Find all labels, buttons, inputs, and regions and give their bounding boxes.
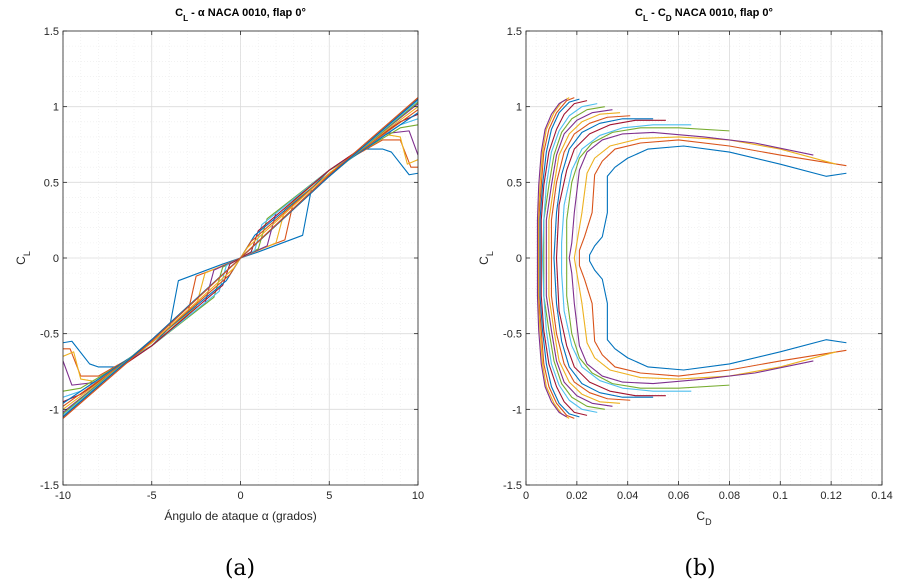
x-axis-label: CD [696, 509, 712, 527]
text-part-main: C [477, 256, 491, 265]
chart-panel-cl_alpha: -10 -5 0 5 10-1.5-1-0.500.511.5CL - α NACA 0… [14, 7, 424, 581]
text-part-sub: L [183, 14, 188, 23]
series-line-15 [63, 97, 418, 419]
y-axis-label: CL [14, 251, 32, 265]
x-axis-label: Ángulo de ataque α (grados) [164, 508, 316, 523]
x-ticks: 0 0.02 0.04 0.06 0.08 0.1 0.12 0.14 [523, 31, 893, 502]
series-line-12 [541, 103, 598, 413]
series-line-5 [561, 124, 692, 392]
x-tick-label: 0.06 [668, 490, 689, 502]
series-line-11 [543, 106, 605, 410]
text-part-sub: L [485, 251, 495, 256]
y-tick-label: -1.5 [40, 480, 59, 492]
x-ticks: -10 -5 0 5 10 [55, 31, 424, 502]
y-tick-label: 1.5 [44, 26, 59, 38]
text-part-main: C [696, 509, 705, 523]
x-tick-label: 5 [326, 490, 332, 502]
panel-caption: (b) [684, 556, 715, 581]
series-line-16 [537, 97, 570, 419]
y-tick-label: -1.5 [503, 480, 522, 492]
series-line-13 [540, 100, 588, 416]
series-line-14 [539, 98, 580, 418]
y-ticks: -1.5 -1 -0.5 0 0.5 1 1.5 [503, 26, 882, 492]
panels: -10 -5 0 5 10-1.5-1-0.500.511.5CL - α NACA 0… [14, 7, 893, 581]
y-tick-label: -0.5 [40, 329, 59, 341]
series-line-2 [573, 136, 837, 380]
y-tick-label: 0.5 [44, 177, 59, 189]
x-tick-label: -5 [147, 490, 157, 502]
x-tick-label: 0.1 [773, 490, 788, 502]
text-part-rest: - α NACA 0010, flap 0° [188, 7, 306, 19]
text-part-rest: NACA 0010, flap 0° [672, 7, 773, 19]
series-line-10 [545, 109, 613, 407]
series-line-3 [568, 131, 814, 385]
series-line-1 [578, 139, 847, 377]
series-line-8 [550, 115, 631, 401]
panel-caption: (a) [225, 556, 255, 581]
chart-title: CL - α NACA 0010, flap 0° [175, 7, 306, 23]
text-part-mid: - C [648, 7, 666, 19]
x-tick-label: 0 [523, 490, 529, 502]
series-line-17 [536, 98, 567, 418]
x-tick-label: 0.08 [719, 490, 740, 502]
chart-title: CL - CD NACA 0010, flap 0° [635, 7, 773, 23]
y-tick-label: 0 [53, 253, 59, 265]
x-tick-label: 0.02 [566, 490, 587, 502]
series-group [536, 97, 847, 419]
y-tick-label: -1 [49, 404, 59, 416]
text-part-sub: D [705, 517, 712, 527]
text-part-main: C [14, 256, 28, 265]
series-line-0 [589, 145, 847, 371]
series-group [63, 97, 418, 419]
y-axis-label: CL [477, 251, 495, 265]
series-line-9 [548, 112, 621, 404]
y-tick-label: 0 [516, 253, 522, 265]
text-part-main: C [635, 7, 643, 19]
text-part-sub2: D [666, 14, 672, 23]
series-line-6 [555, 119, 666, 397]
x-tick-label: 0.14 [871, 490, 892, 502]
chart-panel-cl_cd: 0 0.02 0.04 0.06 0.08 0.1 0.12 0.14-1.5-1-0.500… [477, 7, 893, 581]
y-tick-label: -1 [512, 404, 522, 416]
x-tick-label: 0.12 [820, 490, 841, 502]
y-tick-label: 1.5 [507, 26, 522, 38]
y-tick-label: 1 [516, 102, 522, 114]
y-ticks: -1.5 -1 -0.5 0 0.5 1 1.5 [40, 26, 418, 492]
x-tick-label: 0.04 [617, 490, 638, 502]
text-part-main: C [175, 7, 183, 19]
y-tick-label: 1 [53, 102, 59, 114]
x-tick-label: -10 [55, 490, 71, 502]
text-part-sub: L [22, 251, 32, 256]
y-tick-label: 0.5 [507, 177, 522, 189]
x-tick-label: 10 [412, 490, 424, 502]
series-line-7 [553, 118, 654, 398]
series-line-4 [566, 127, 730, 389]
text-part-sub: L [643, 14, 648, 23]
x-tick-label: 0 [237, 490, 243, 502]
y-tick-label: -0.5 [503, 329, 522, 341]
